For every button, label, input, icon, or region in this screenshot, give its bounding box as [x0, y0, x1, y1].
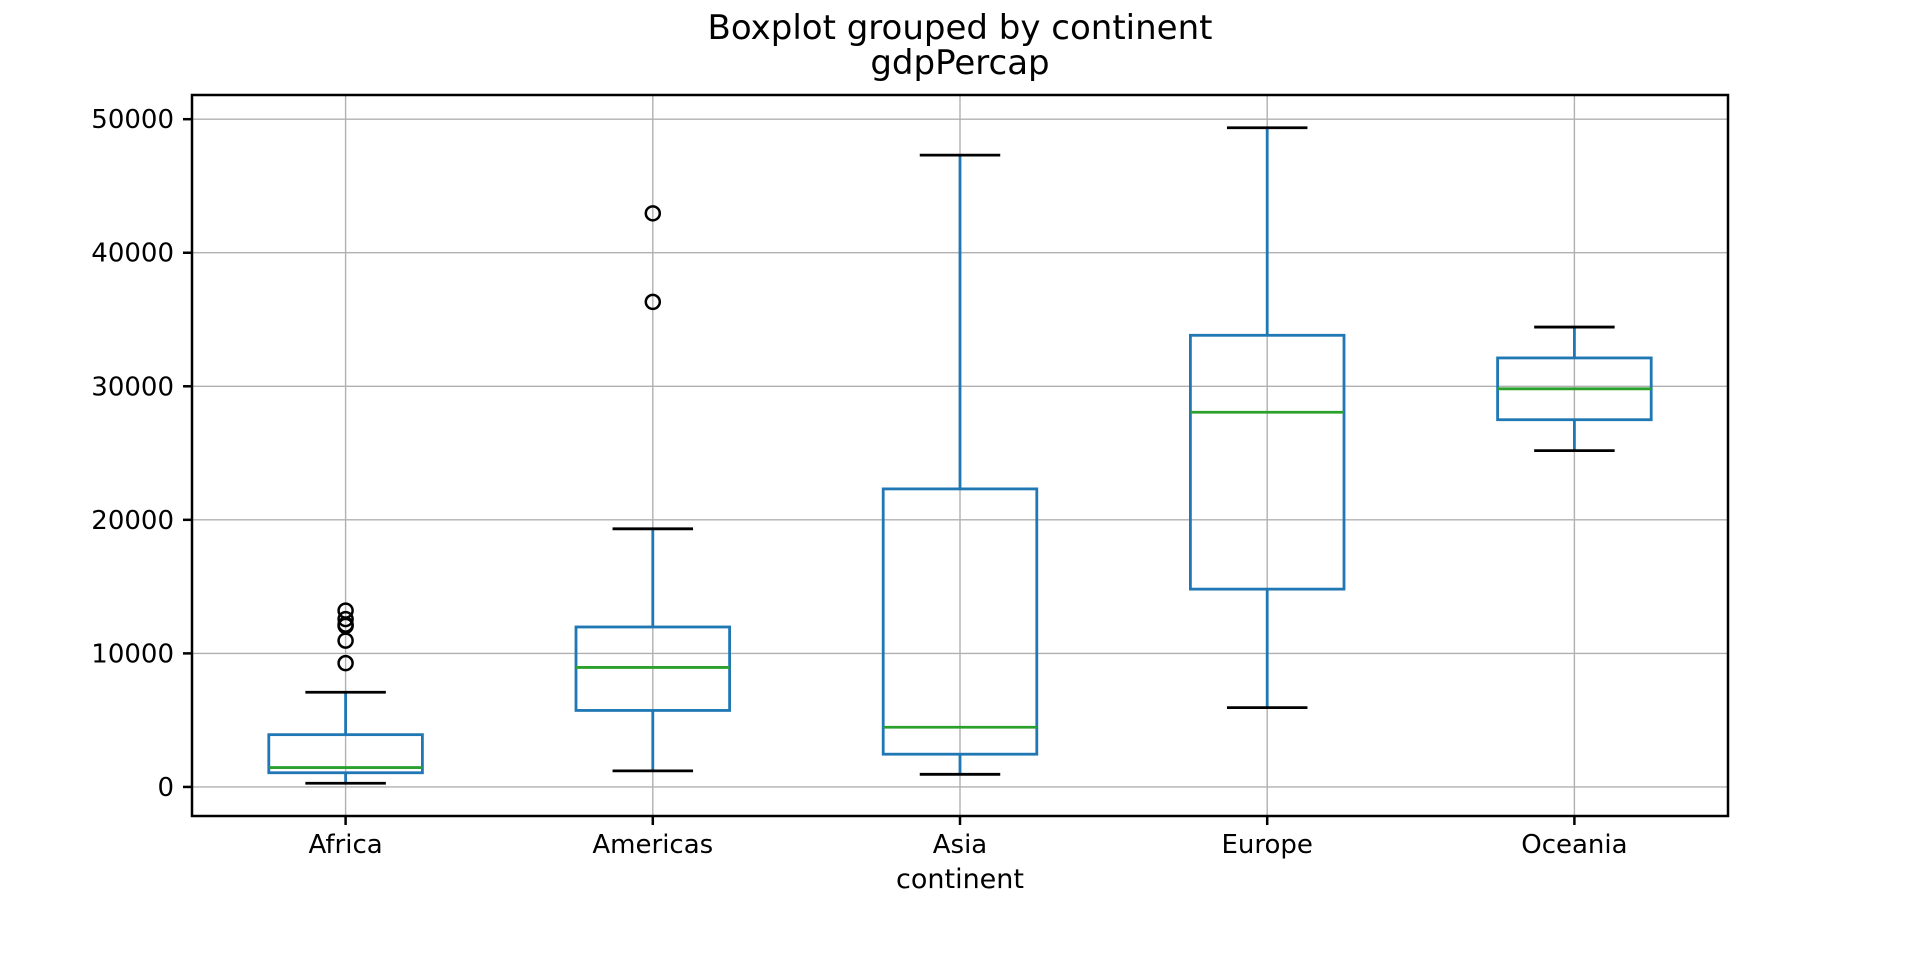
x-tick-label-oceania: Oceania — [1521, 830, 1627, 860]
x-tick-label-americas: Americas — [592, 830, 713, 860]
outlier-africa-4 — [337, 610, 354, 628]
x-tick-label-africa: Africa — [309, 830, 383, 860]
box-africa — [267, 733, 424, 775]
outlier-americas-1 — [644, 205, 662, 222]
chart-title: Boxplot grouped by continent — [707, 8, 1213, 48]
y-tick-label-10000: 10000 — [91, 639, 174, 669]
outlier-africa-0 — [337, 654, 354, 672]
box-europe — [1189, 333, 1346, 591]
chart-subtitle: gdpPercap — [870, 43, 1050, 83]
x-tick-label-asia: Asia — [933, 830, 988, 860]
x-tick-label-europe: Europe — [1221, 830, 1312, 860]
outlier-africa-5 — [337, 602, 354, 619]
outlier-americas-0 — [644, 293, 662, 311]
y-tick-label-0: 0 — [157, 773, 174, 803]
y-tick-label-20000: 20000 — [91, 506, 174, 536]
x-axis-label: continent — [896, 864, 1024, 895]
y-tick-label-30000: 30000 — [91, 372, 174, 402]
box-asia — [881, 487, 1039, 756]
y-tick-label-50000: 50000 — [91, 105, 174, 135]
y-tick-label-40000: 40000 — [91, 239, 174, 269]
